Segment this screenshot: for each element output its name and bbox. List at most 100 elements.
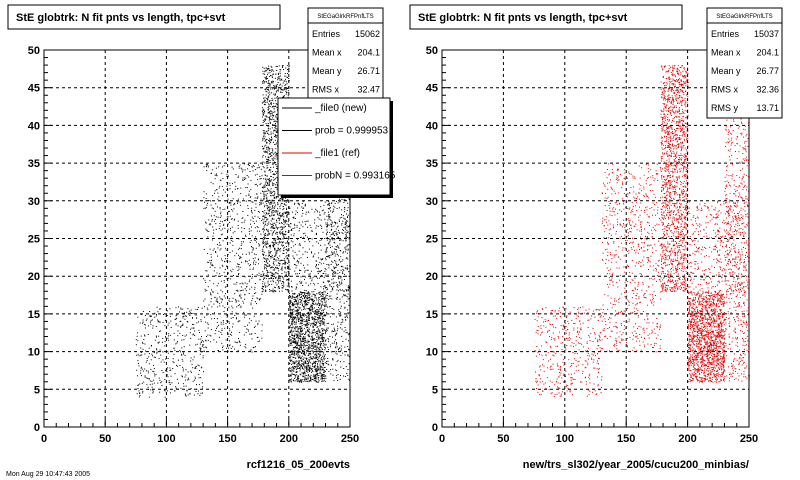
scatter-point	[272, 273, 274, 274]
scatter-point	[320, 354, 322, 356]
scatter-point	[158, 321, 160, 323]
scatter-point	[347, 244, 349, 246]
scatter-point	[283, 285, 285, 287]
scatter-point	[159, 379, 161, 381]
scatter-point	[286, 215, 288, 217]
scatter-point	[315, 316, 317, 318]
scatter-point	[237, 305, 239, 306]
scatter-point	[269, 138, 270, 140]
scatter-point	[192, 317, 193, 319]
scatter-point	[264, 185, 266, 187]
scatter-point	[215, 173, 217, 175]
scatter-point	[222, 321, 224, 323]
scatter-point	[245, 331, 247, 333]
scatter-point	[273, 111, 275, 113]
scatter-point	[281, 267, 283, 269]
scatter-point	[164, 378, 166, 380]
scatter-point	[290, 381, 292, 383]
scatter-point	[229, 229, 231, 231]
scatter-point	[252, 247, 254, 249]
scatter-point	[245, 235, 247, 237]
scatter-point	[303, 381, 305, 383]
scatter-point	[204, 350, 205, 352]
scatter-point	[339, 315, 341, 317]
scatter-point	[318, 297, 320, 298]
scatter-point	[213, 318, 215, 319]
scatter-point	[300, 345, 302, 347]
scatter-point	[207, 286, 209, 288]
scatter-point	[279, 250, 281, 252]
scatter-point	[272, 269, 274, 271]
scatter-point	[321, 301, 323, 303]
scatter-point	[271, 206, 273, 208]
scatter-point	[317, 342, 319, 344]
scatter-point	[299, 312, 301, 313]
scatter-point	[265, 264, 267, 266]
scatter-point	[287, 65, 289, 67]
scatter-point	[328, 370, 330, 372]
scatter-point	[326, 362, 327, 364]
scatter-point	[335, 339, 337, 341]
scatter-point	[308, 307, 309, 309]
scatter-point	[278, 76, 280, 78]
scatter-point	[282, 232, 283, 234]
scatter-point	[302, 321, 304, 323]
scatter-point	[184, 393, 186, 395]
scatter-point	[304, 293, 306, 295]
scatter-point	[314, 377, 316, 379]
scatter-point	[275, 226, 277, 228]
scatter-point	[244, 276, 246, 278]
scatter-point	[162, 351, 164, 353]
scatter-point	[343, 294, 345, 296]
scatter-point	[311, 350, 313, 352]
scatter-point	[295, 333, 297, 335]
scatter-point	[209, 222, 211, 224]
scatter-point	[325, 294, 327, 296]
scatter-point	[316, 293, 318, 295]
scatter-point	[272, 232, 274, 234]
scatter-point	[231, 311, 233, 313]
scatter-point	[142, 311, 144, 312]
scatter-point	[342, 230, 344, 231]
scatter-point	[310, 338, 312, 340]
scatter-point	[136, 354, 138, 356]
scatter-point	[321, 374, 323, 376]
scatter-point	[233, 283, 235, 285]
scatter-point	[259, 175, 261, 177]
scatter-point	[328, 339, 330, 341]
scatter-point	[312, 322, 314, 324]
scatter-point	[261, 186, 263, 188]
scatter-point	[305, 377, 307, 379]
scatter-point	[216, 299, 218, 301]
scatter-point	[249, 265, 251, 267]
scatter-point	[281, 287, 283, 289]
scatter-point	[167, 337, 169, 339]
scatter-point	[334, 235, 336, 236]
scatter-point	[182, 323, 184, 325]
scatter-point	[300, 357, 302, 359]
scatter-point	[292, 366, 294, 368]
scatter-point	[304, 298, 306, 299]
scatter-point	[210, 314, 212, 316]
scatter-point	[226, 320, 228, 322]
scatter-point	[300, 317, 302, 319]
scatter-point	[152, 370, 154, 372]
scatter-point	[314, 289, 316, 290]
scatter-point	[324, 291, 326, 293]
scatter-point	[300, 358, 302, 359]
scatter-point	[308, 380, 310, 382]
scatter-point	[326, 215, 328, 217]
scatter-point	[267, 97, 269, 99]
scatter-point	[338, 231, 340, 233]
scatter-point	[326, 234, 328, 236]
scatter-point	[326, 231, 328, 233]
scatter-point	[238, 166, 240, 167]
scatter-point	[239, 340, 240, 342]
scatter-point	[198, 377, 200, 379]
scatter-point	[265, 151, 267, 153]
scatter-point	[265, 212, 267, 214]
scatter-point	[276, 131, 278, 133]
scatter-point	[299, 370, 301, 372]
scatter-point	[315, 334, 317, 336]
scatter-point	[269, 206, 271, 208]
